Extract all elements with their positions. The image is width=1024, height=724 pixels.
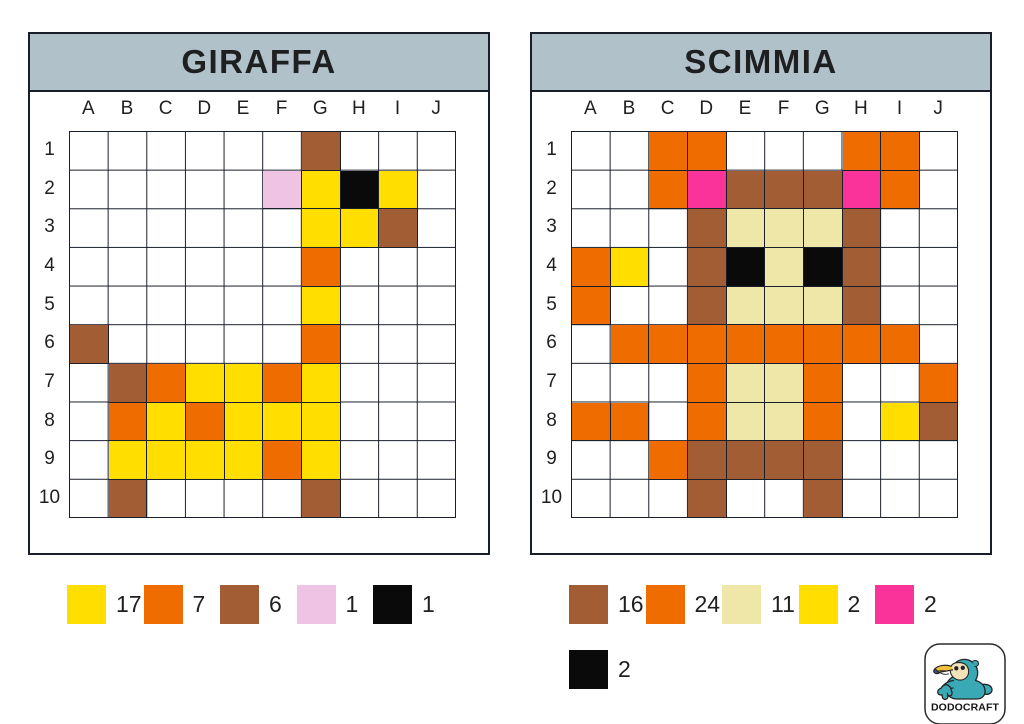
svg-text:DODOCRAFT: DODOCRAFT bbox=[931, 702, 999, 714]
